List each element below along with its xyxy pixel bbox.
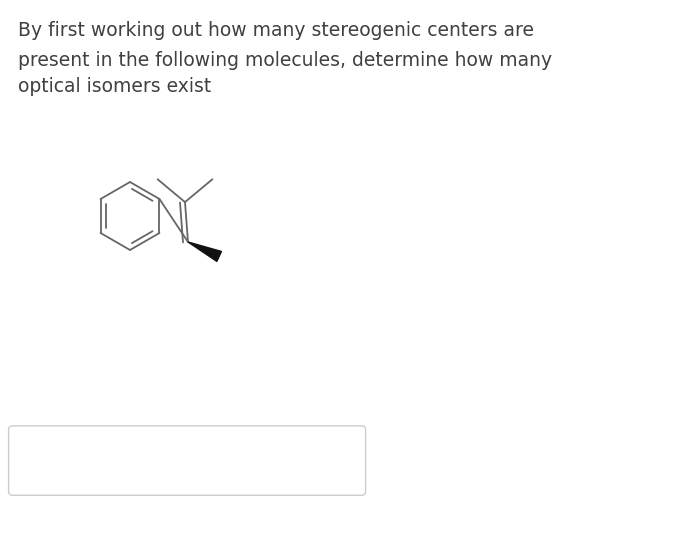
Text: present in the following molecules, determine how many: present in the following molecules, dete… [18, 51, 552, 70]
Text: By first working out how many stereogenic centers are: By first working out how many stereogeni… [18, 21, 534, 41]
FancyBboxPatch shape [8, 426, 366, 495]
Polygon shape [188, 242, 221, 262]
Text: optical isomers exist: optical isomers exist [18, 77, 211, 97]
